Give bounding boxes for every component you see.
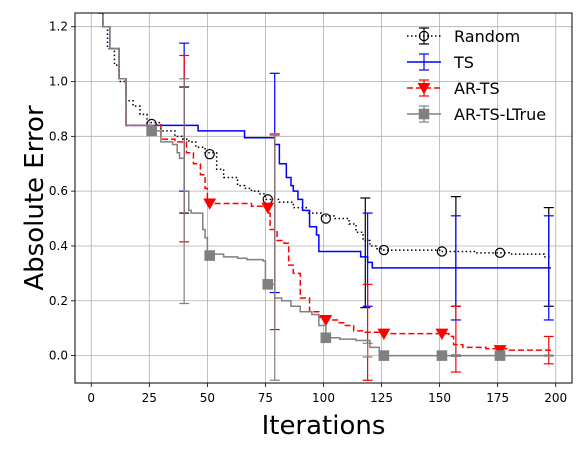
data-point <box>320 213 332 224</box>
x-tick-label: 100 <box>312 391 335 405</box>
series-ar-ts <box>97 13 554 381</box>
legend-marker <box>418 108 430 120</box>
y-tick-label: 0.2 <box>49 294 68 308</box>
series-line <box>97 13 552 357</box>
data-point <box>436 246 448 257</box>
data-point <box>377 328 391 340</box>
data-point <box>204 148 215 160</box>
legend: Random TS AR-TS AR-TS-LTrue <box>407 27 546 124</box>
data-point <box>435 328 449 340</box>
data-point <box>378 350 390 361</box>
y-tick-label: 0.8 <box>49 129 68 143</box>
data-point <box>204 250 216 261</box>
data-point <box>320 332 332 344</box>
data-point <box>261 202 275 214</box>
data-point <box>494 247 506 259</box>
x-tick-label: 75 <box>258 391 273 405</box>
plot-area <box>97 13 554 381</box>
series-ar-ts-ltrue <box>97 13 554 381</box>
y-tick-label: 0.0 <box>49 349 68 363</box>
data-point <box>262 279 274 290</box>
x-axis-label: Iterations <box>262 411 386 441</box>
x-tick-label: 200 <box>544 391 567 405</box>
series-random <box>97 13 554 309</box>
data-point <box>378 244 390 256</box>
x-tick-label: 25 <box>142 391 157 405</box>
legend-item: Random <box>407 27 520 46</box>
x-tick-label: 175 <box>486 391 509 405</box>
y-tick-label: 0.6 <box>49 184 68 198</box>
grid-lines <box>75 13 572 383</box>
x-tick-label: 0 <box>87 391 95 405</box>
legend-marker <box>418 30 430 42</box>
legend-label: AR-TS-LTrue <box>454 105 546 124</box>
series-ts <box>102 13 554 321</box>
legend-item: AR-TS <box>407 79 500 98</box>
series-line <box>97 13 552 351</box>
x-tick-label: 125 <box>370 391 393 405</box>
data-point <box>319 314 333 327</box>
y-tick-label: 1.0 <box>49 75 68 89</box>
legend-label: TS <box>453 53 474 72</box>
legend-label: Random <box>454 27 520 46</box>
data-point <box>436 350 448 361</box>
data-point <box>146 125 157 137</box>
y-tick-label: 0.4 <box>49 239 68 253</box>
x-tick-label: 150 <box>428 391 451 405</box>
legend-item: AR-TS-LTrue <box>407 105 546 124</box>
data-point <box>494 350 506 361</box>
y-tick-label: 1.2 <box>49 20 68 34</box>
legend-label: AR-TS <box>454 79 500 98</box>
data-point <box>203 198 217 210</box>
x-tick-label: 50 <box>200 391 215 405</box>
legend-marker <box>417 83 431 95</box>
axis-ticks: 0 25 50 75 100 125 150 175 200 0.0 0.2 0.4 0.6 0.8 1.0… <box>49 20 567 405</box>
y-axis-label: Absolute Error <box>20 105 50 291</box>
series-line <box>97 13 552 258</box>
legend-item: TS <box>407 53 474 72</box>
